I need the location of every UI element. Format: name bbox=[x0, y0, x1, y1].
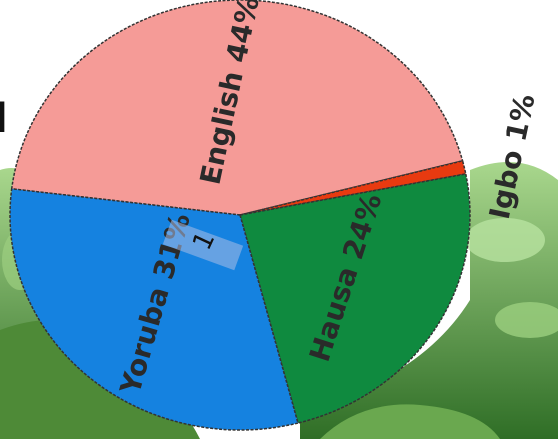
pie-slice-igbo bbox=[239, 159, 467, 216]
slice-label-igbo: Igbo 1% bbox=[483, 91, 542, 222]
cropped-text-fragment: l bbox=[0, 96, 8, 142]
pie-slice-english bbox=[10, 0, 464, 216]
pie-slice-hausa bbox=[239, 173, 471, 424]
